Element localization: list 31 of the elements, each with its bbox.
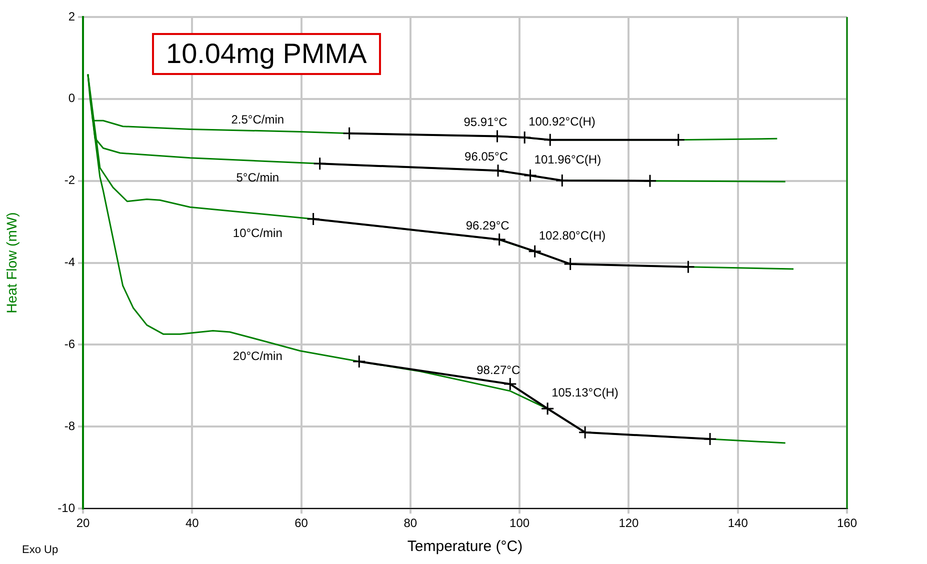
y-tick-label: 0 <box>68 91 76 106</box>
y-tick-label: -6 <box>64 337 76 352</box>
y-axis-title: Heat Flow (mW) <box>3 212 20 314</box>
series-label: 2.5°C/min <box>231 112 284 127</box>
y-tick-label: -10 <box>58 500 76 515</box>
x-tick-label: 80 <box>404 516 418 530</box>
annotation: 105.13°C(H) <box>552 386 618 400</box>
annotation: 100.92°C(H) <box>528 114 596 128</box>
text: Exo Up <box>22 544 58 556</box>
y-tick-label: -4 <box>64 255 76 270</box>
x-axis-title: Temperature (°C) <box>407 538 523 556</box>
series-label: 5°C/min <box>236 170 280 185</box>
annotation: 98.27°C <box>476 363 520 378</box>
x-tick-label: 160 <box>836 516 858 530</box>
annotation: 102.80°C(H) <box>538 228 606 242</box>
annotation: 95.91°C <box>464 115 508 130</box>
x-tick-label: 140 <box>728 516 748 530</box>
series-label: 10°C/min <box>232 226 282 240</box>
y-tick-label: -8 <box>64 418 76 433</box>
y-tick-label: -2 <box>64 173 76 188</box>
series-label: 20°C/min <box>232 348 282 363</box>
x-tick-label: 100 <box>510 516 530 530</box>
x-tick-label: 60 <box>294 516 308 530</box>
annotation: 96.29°C <box>466 218 510 232</box>
x-tick-label: 20 <box>76 516 90 530</box>
annotation: 96.05°C <box>464 150 508 164</box>
x-tick-label: 40 <box>185 516 200 530</box>
text: 10.04mg PMMA <box>152 33 381 75</box>
x-tick-label: 120 <box>618 516 640 530</box>
annotation: 101.96°C(H) <box>534 152 602 167</box>
y-tick-label: 2 <box>68 9 76 24</box>
